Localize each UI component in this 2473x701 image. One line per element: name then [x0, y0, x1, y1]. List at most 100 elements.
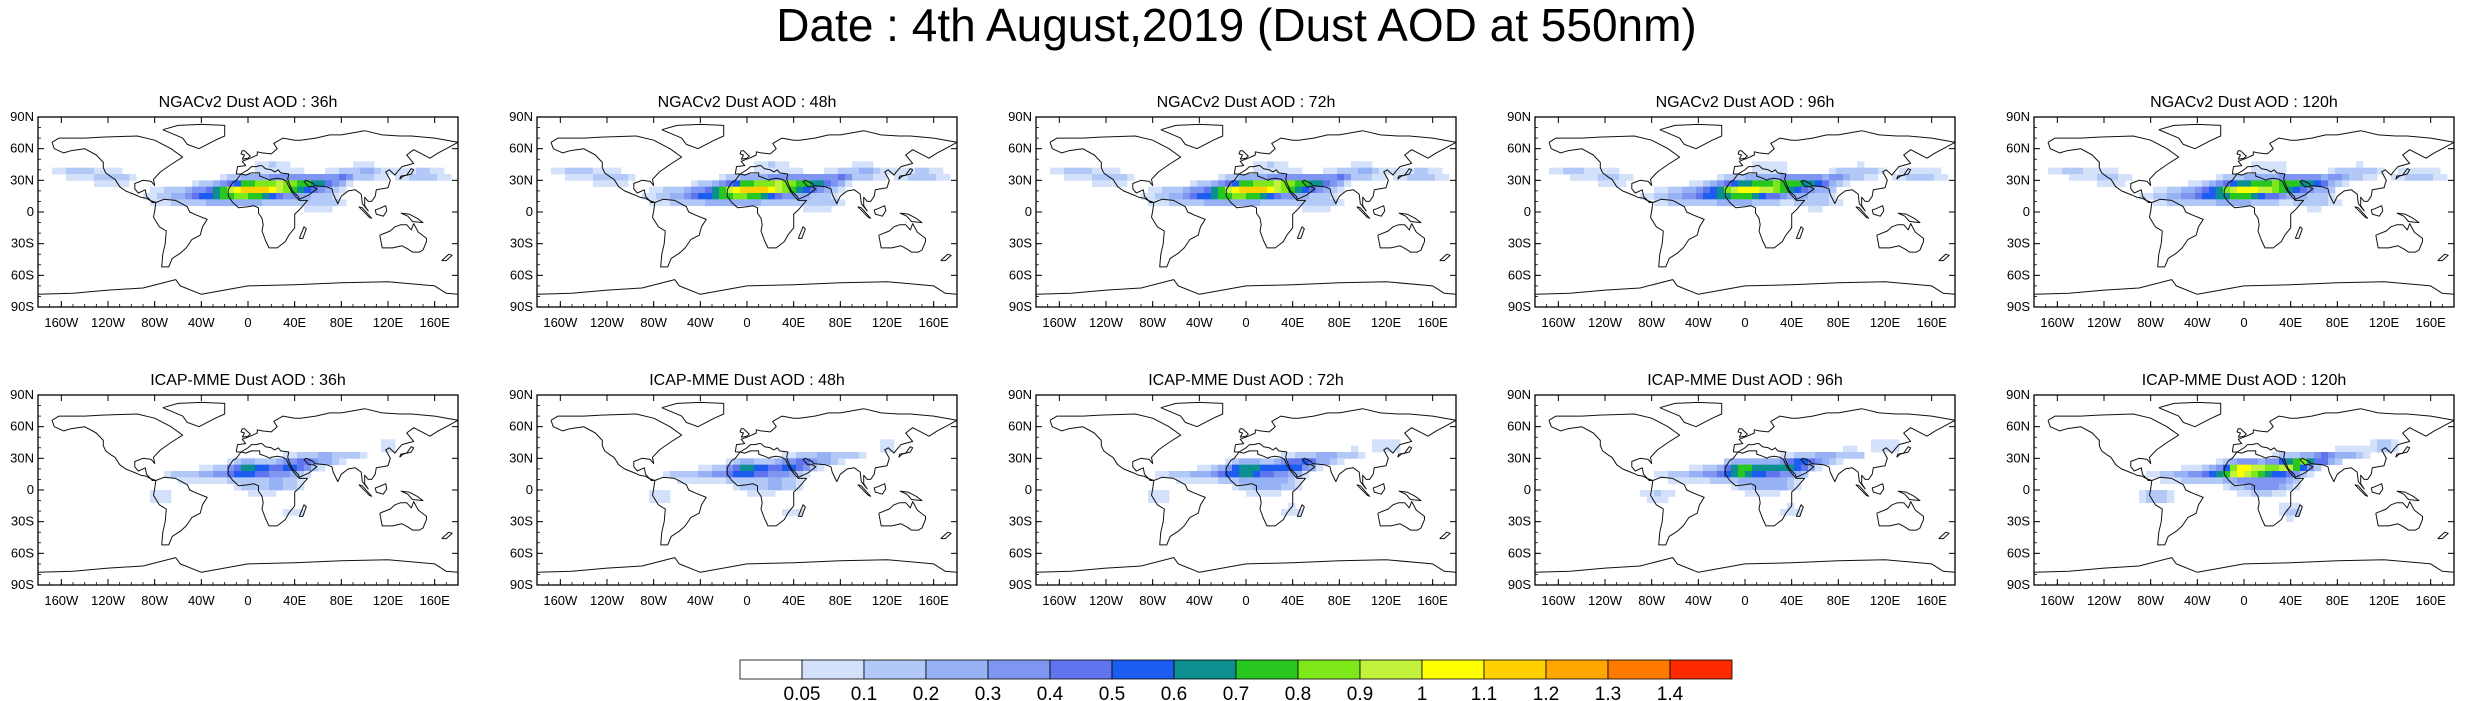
aod-cell	[1050, 167, 1058, 175]
aod-cell	[1113, 167, 1121, 175]
aod-cell	[2146, 471, 2154, 478]
aod-cell	[796, 167, 804, 175]
aod-cell	[1162, 496, 1170, 504]
aod-cell	[2223, 471, 2231, 478]
aod-cell	[444, 174, 452, 181]
aod-cell	[1815, 199, 1823, 207]
aod-cell	[1330, 458, 1338, 466]
lon-label: 160E	[1916, 315, 1947, 330]
aod-cell	[2328, 167, 2336, 175]
aod-cell	[1780, 180, 1788, 188]
aod-cell	[1393, 174, 1401, 181]
lon-label: 160W	[2040, 593, 2075, 608]
lon-label: 0	[244, 593, 251, 608]
aod-cell	[565, 174, 573, 181]
aod-cell	[782, 193, 790, 200]
coastline	[1650, 476, 1705, 546]
aod-cell	[887, 439, 895, 447]
coastline	[2437, 531, 2449, 540]
aod-cell	[2251, 477, 2259, 485]
aod-cell	[220, 186, 228, 194]
aod-cell	[656, 490, 664, 497]
aod-cell	[262, 199, 270, 207]
coastline	[1896, 446, 1912, 458]
aod-cell	[381, 439, 389, 447]
aod-cell	[1281, 161, 1289, 169]
aod-cell	[740, 464, 748, 472]
aod-cell	[1246, 458, 1254, 466]
aod-cell	[2300, 458, 2308, 466]
aod-cell	[817, 186, 825, 194]
aod-cell	[2153, 186, 2161, 194]
aod-cell	[2230, 477, 2238, 485]
aod-cell	[87, 167, 95, 175]
panel-title: NGACv2 Dust AOD : 36h	[159, 94, 338, 111]
aod-cell	[754, 490, 762, 497]
aod-cell	[2321, 186, 2329, 194]
aod-cell	[761, 180, 769, 188]
aod-cell	[2055, 167, 2063, 175]
aod-cell	[733, 180, 741, 188]
aod-cell	[2230, 483, 2238, 491]
aod-cell	[2398, 174, 2406, 181]
aod-cell	[1808, 452, 1816, 459]
aod-cell	[1759, 477, 1767, 485]
colorbar-box	[801, 659, 865, 680]
aod-cell	[1843, 180, 1851, 188]
aod-cell	[2265, 174, 2273, 181]
colorbar-label: 0.3	[975, 684, 1001, 701]
aod-cell	[73, 167, 81, 175]
aod-cell	[1253, 477, 1261, 485]
aod-cell	[248, 193, 256, 200]
aod-cell	[817, 452, 825, 459]
aod-cell	[1295, 180, 1303, 188]
aod-cell	[2293, 471, 2301, 478]
aod-cell	[2293, 458, 2301, 466]
aod-cell	[1337, 174, 1345, 181]
aod-cell	[2265, 464, 2273, 472]
aod-cell	[1260, 161, 1268, 169]
aod-cell	[782, 464, 790, 472]
panel-title: NGACv2 Dust AOD : 72h	[1157, 94, 1336, 111]
aod-cell	[1225, 477, 1233, 485]
aod-cell	[719, 471, 727, 478]
aod-cell	[360, 167, 368, 175]
aod-cell	[297, 186, 305, 194]
aod-cell	[1780, 174, 1788, 181]
aod-cell	[360, 161, 368, 169]
lat-label: 0	[2023, 482, 2030, 497]
aod-cell	[199, 180, 207, 188]
coastline	[162, 123, 226, 150]
aod-cell	[2223, 193, 2231, 200]
aod-cell	[663, 496, 671, 504]
aod-cell	[332, 452, 340, 459]
aod-cell	[213, 471, 221, 478]
aod-cell	[178, 186, 186, 194]
aod-cell	[1787, 174, 1795, 181]
aod-cell	[1668, 186, 1676, 194]
aod-cell	[880, 445, 888, 453]
aod-cell	[2258, 471, 2266, 478]
aod-cell	[1759, 186, 1767, 194]
aod-cell	[276, 186, 284, 194]
aod-cell	[1372, 174, 1380, 181]
aod-cell	[824, 186, 832, 194]
aod-cell	[1330, 174, 1338, 181]
aod-cell	[1232, 174, 1240, 181]
aod-cell	[2188, 193, 2196, 200]
aod-cell	[1801, 186, 1809, 194]
aod-cell	[1295, 186, 1303, 194]
aod-cell	[1176, 471, 1184, 478]
aod-cell	[2258, 477, 2266, 485]
aod-cell	[782, 509, 790, 516]
aod-cell	[1267, 483, 1275, 491]
aod-cell	[656, 199, 664, 207]
aod-cell	[388, 445, 396, 453]
aod-cell	[1745, 180, 1753, 188]
coastline	[1737, 150, 1748, 160]
aod-cell	[789, 167, 797, 175]
colorbar-box	[739, 659, 803, 680]
aod-cell	[1288, 477, 1296, 485]
aod-cell	[297, 193, 305, 200]
lat-label: 0	[526, 204, 533, 219]
